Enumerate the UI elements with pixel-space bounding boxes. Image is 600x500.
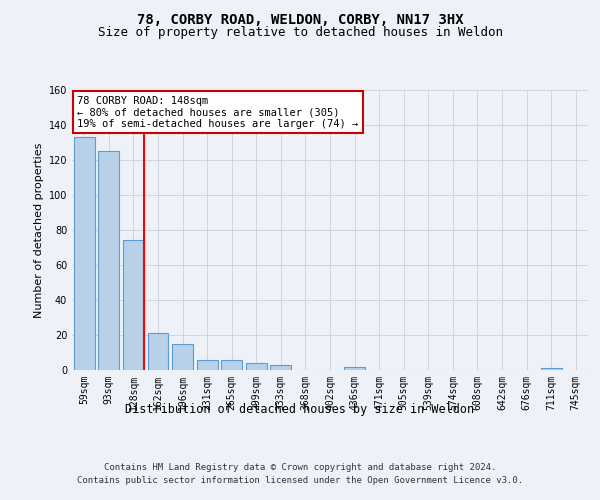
Y-axis label: Number of detached properties: Number of detached properties bbox=[34, 142, 44, 318]
Text: Contains HM Land Registry data © Crown copyright and database right 2024.: Contains HM Land Registry data © Crown c… bbox=[104, 462, 496, 471]
Text: Size of property relative to detached houses in Weldon: Size of property relative to detached ho… bbox=[97, 26, 503, 39]
Bar bbox=[197, 360, 218, 370]
Bar bbox=[271, 365, 292, 370]
Bar bbox=[148, 333, 169, 370]
Bar bbox=[98, 151, 119, 370]
Text: 78 CORBY ROAD: 148sqm
← 80% of detached houses are smaller (305)
19% of semi-det: 78 CORBY ROAD: 148sqm ← 80% of detached … bbox=[77, 96, 358, 129]
Bar bbox=[344, 366, 365, 370]
Text: Distribution of detached houses by size in Weldon: Distribution of detached houses by size … bbox=[125, 402, 475, 415]
Bar bbox=[123, 240, 144, 370]
Bar bbox=[246, 363, 267, 370]
Bar bbox=[221, 360, 242, 370]
Bar bbox=[541, 368, 562, 370]
Text: 78, CORBY ROAD, WELDON, CORBY, NN17 3HX: 78, CORBY ROAD, WELDON, CORBY, NN17 3HX bbox=[137, 12, 463, 26]
Text: Contains public sector information licensed under the Open Government Licence v3: Contains public sector information licen… bbox=[77, 476, 523, 485]
Bar bbox=[74, 137, 95, 370]
Bar bbox=[172, 344, 193, 370]
